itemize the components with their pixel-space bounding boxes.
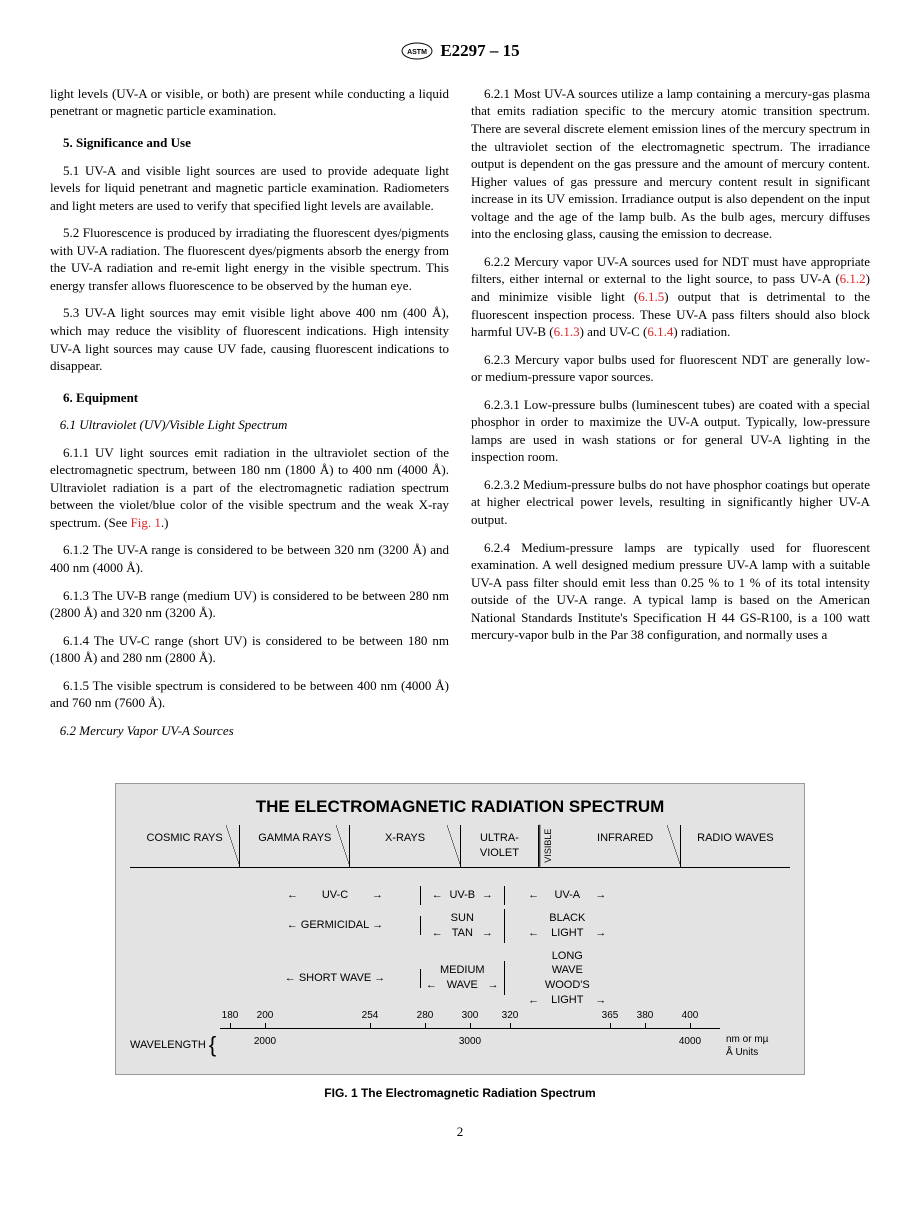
fig-1-ref[interactable]: Fig. 1 [131,515,161,530]
uv-row: ← UV-C →← UV-B →← UV-A → [250,886,630,905]
wavelength-tick [510,1023,511,1029]
ref-6-1-2[interactable]: 6.1.2 [840,271,866,286]
section-6-heading: 6. Equipment [50,389,449,407]
page-header: ASTM E2297 – 15 [50,40,870,63]
uv-segment: ← UV-C → [250,886,421,905]
uv-segment: ← GERMICIDAL → [250,916,421,935]
wavelength-value-top: 380 [637,1009,654,1023]
figure-title: THE ELECTROMAGNETIC RADIATION SPECTRUM [130,796,790,819]
para-6-2-4: 6.2.4 Medium-pressure lamps are typicall… [471,539,870,644]
right-column: 6.2.1 Most UV-A sources utilize a lamp c… [471,85,870,749]
wavelength-value-bottom: 4000 [679,1035,701,1049]
wavelength-value-top: 200 [257,1009,274,1023]
para-6-1-3: 6.1.3 The UV-B range (medium UV) is cons… [50,587,449,622]
section-5-heading: 5. Significance and Use [50,134,449,152]
ref-6-1-3[interactable]: 6.1.3 [554,324,580,339]
para-6-2-3-1: 6.2.3.1 Low-pressure bulbs (luminescent … [471,396,870,466]
wavelength-value-top: 254 [362,1009,379,1023]
designation: E2297 – 15 [440,40,519,63]
para-5-1: 5.1 UV-A and visible light sources are u… [50,162,449,215]
figure-caption: FIG. 1 The Electromagnetic Radiation Spe… [115,1085,805,1101]
figure-1: THE ELECTROMAGNETIC RADIATION SPECTRUM C… [115,783,805,1101]
uv-segment: ← BLACKLIGHT → [505,909,630,943]
wavelength-value-bottom: 3000 [459,1035,481,1049]
figure-box: THE ELECTROMAGNETIC RADIATION SPECTRUM C… [115,783,805,1075]
para-6-1-heading: 6.1 Ultraviolet (UV)/Visible Light Spect… [50,416,449,434]
spectrum-bands-row: COSMIC RAYS GAMMA RAYS X-RAYS ULTRA- VIO… [130,825,790,868]
band-visible: VISIBLE [539,825,570,867]
para-6-1-1: 6.1.1 UV light sources emit radiation in… [50,444,449,532]
wavelength-tick [370,1023,371,1029]
band-xrays: X-RAYS [350,825,460,867]
wavelength-label: WAVELENGTH { [130,1030,220,1060]
ref-6-1-4[interactable]: 6.1.4 [647,324,673,339]
wavelength-tick [230,1023,231,1029]
wavelength-tick [690,1023,691,1029]
para-6-1-2: 6.1.2 The UV-A range is considered to be… [50,541,449,576]
wavelength-tick [610,1023,611,1029]
uv-segment: ← SUNTAN → [421,909,505,943]
ref-6-1-5[interactable]: 6.1.5 [638,289,664,304]
intro-paragraph: light levels (UV-A or visible, or both) … [50,85,449,120]
uv-detail-block: ← UV-C →← UV-B →← UV-A →← GERMICIDAL →← … [130,886,790,1010]
wavelength-scale: 180200254280300320365380400200030004000 [220,1028,720,1060]
uv-segment: ← UV-A → [505,886,630,905]
band-infrared: INFRARED [571,825,681,867]
para-6-1-4: 6.1.4 The UV-C range (short UV) is consi… [50,632,449,667]
uv-row: ← GERMICIDAL →← SUNTAN →← BLACKLIGHT → [250,909,630,943]
wavelength-value-top: 365 [602,1009,619,1023]
wavelength-value-top: 280 [417,1009,434,1023]
para-6-2-3-2: 6.2.3.2 Medium-pressure bulbs do not hav… [471,476,870,529]
wavelength-value-top: 400 [682,1009,699,1023]
para-6-2-heading: 6.2 Mercury Vapor UV-A Sources [50,722,449,740]
para-5-2: 5.2 Fluorescence is produced by irradiat… [50,224,449,294]
band-uv: ULTRA- VIOLET [461,825,540,867]
wavelength-tick [425,1023,426,1029]
para-6-2-3: 6.2.3 Mercury vapor bulbs used for fluor… [471,351,870,386]
wavelength-tick [470,1023,471,1029]
wavelength-value-top: 320 [502,1009,519,1023]
uv-segment: ← LONGWAVEWOOD'SLIGHT → [505,947,630,1010]
wavelength-row: WAVELENGTH { 180200254280300320365380400… [130,1028,790,1060]
para-6-2-1: 6.2.1 Most UV-A sources utilize a lamp c… [471,85,870,243]
wavelength-tick [645,1023,646,1029]
uv-row: ← SHORT WAVE →← MEDIUMWAVE →← LONGWAVEWO… [250,947,630,1010]
svg-text:ASTM: ASTM [407,49,427,56]
uv-segment: ← UV-B → [421,886,505,905]
wavelength-value-top: 180 [222,1009,239,1023]
astm-logo-icon: ASTM [400,41,434,61]
wavelength-value-top: 300 [462,1009,479,1023]
wavelength-units: nm or mµ Å Units [720,1033,790,1060]
page-number: 2 [50,1123,870,1141]
body-columns: light levels (UV-A or visible, or both) … [50,85,870,749]
band-radio: RADIO WAVES [681,825,790,867]
para-5-3: 5.3 UV-A light sources may emit visible … [50,304,449,374]
band-cosmic: COSMIC RAYS [130,825,240,867]
para-6-1-5: 6.1.5 The visible spectrum is considered… [50,677,449,712]
uv-segment: ← MEDIUMWAVE → [421,961,505,995]
left-column: light levels (UV-A or visible, or both) … [50,85,449,749]
wavelength-value-bottom: 2000 [254,1035,276,1049]
para-6-2-2: 6.2.2 Mercury vapor UV-A sources used fo… [471,253,870,341]
uv-segment: ← SHORT WAVE → [250,969,421,988]
band-gamma: GAMMA RAYS [240,825,350,867]
wavelength-tick [265,1023,266,1029]
